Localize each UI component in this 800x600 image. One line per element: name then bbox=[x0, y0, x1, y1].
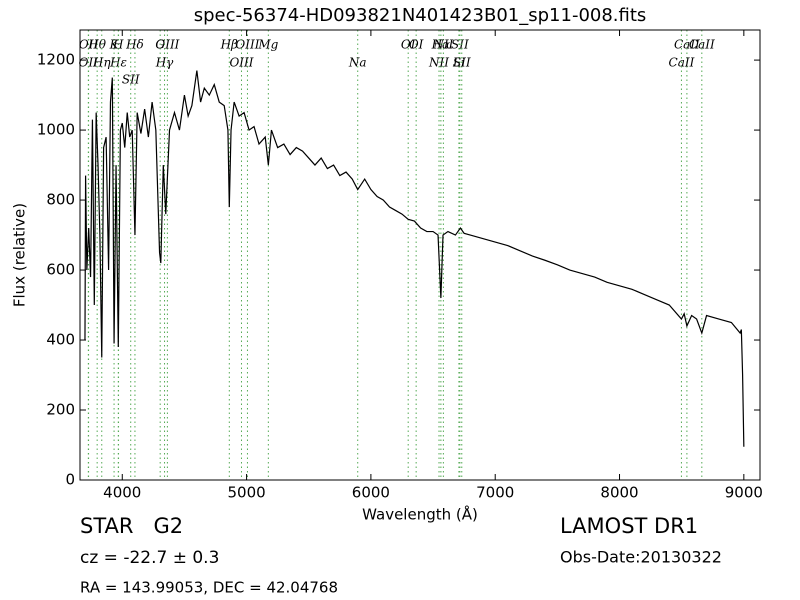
y-tick-label: 800 bbox=[46, 191, 75, 209]
y-tick-label: 0 bbox=[65, 471, 75, 489]
spectral-line-label: SII bbox=[122, 73, 140, 87]
annotation: cz = -22.7 ± 0.3 bbox=[80, 548, 219, 568]
spectral-line-label: SII bbox=[451, 38, 469, 52]
annotation: LAMOST DR1 bbox=[560, 514, 698, 538]
spectral-line-label: OIII bbox=[155, 38, 179, 52]
x-tick-label: 7000 bbox=[476, 484, 514, 502]
spectral-line-label: K bbox=[109, 38, 120, 52]
spectral-line-label: SII bbox=[453, 56, 471, 70]
spectral-line-label: OIII bbox=[229, 56, 253, 70]
annotation: STAR G2 bbox=[80, 514, 183, 538]
plot-frame bbox=[79, 29, 761, 481]
x-tick-label: 9000 bbox=[725, 484, 763, 502]
spectral-line-label: CaII bbox=[669, 56, 695, 70]
spectral-line-label: Hα bbox=[431, 38, 451, 52]
spectral-line-label: Na bbox=[348, 56, 367, 70]
spectrum-line bbox=[84, 70, 745, 447]
y-tick-label: 1200 bbox=[37, 51, 75, 69]
spectral-line-label: H bbox=[112, 38, 124, 52]
x-tick-label: 6000 bbox=[352, 484, 390, 502]
spectral-line-label: NII bbox=[432, 38, 453, 52]
spectral-line-label: Hγ bbox=[155, 56, 174, 70]
spectral-line-label: Hη bbox=[92, 56, 111, 70]
spectral-line-label: OII bbox=[79, 38, 99, 52]
spectral-line-label: Mg bbox=[257, 38, 278, 52]
spectral-line-label: NII bbox=[428, 56, 449, 70]
y-tick-label: 600 bbox=[46, 261, 75, 279]
spectral-line-label: OI bbox=[401, 38, 416, 52]
y-tick-label: 400 bbox=[46, 331, 75, 349]
annotation: RA = 143.99053, DEC = 42.04768 bbox=[80, 579, 338, 597]
spectral-line-label: Hβ bbox=[220, 38, 238, 52]
x-axis-label: Wavelength (Å) bbox=[362, 505, 478, 524]
spectral-line-label: CaII bbox=[674, 38, 700, 52]
chart-title: spec-56374-HD093821N401423B01_sp11-008.f… bbox=[194, 5, 647, 26]
spectral-line-label: OI bbox=[409, 38, 424, 52]
x-tick-label: 4000 bbox=[103, 484, 141, 502]
spectral-line-label: CaII bbox=[689, 38, 715, 52]
x-tick-label: 8000 bbox=[600, 484, 638, 502]
y-axis-label: Flux (relative) bbox=[11, 203, 29, 307]
y-tick-label: 200 bbox=[46, 401, 75, 419]
spectral-line-label: OIII bbox=[235, 38, 259, 52]
spectral-line-label: Hδ bbox=[125, 38, 144, 52]
y-tick-label: 1000 bbox=[37, 121, 75, 139]
spectral-line-label: G bbox=[155, 38, 165, 52]
x-tick-label: 5000 bbox=[227, 484, 265, 502]
annotation: Obs-Date:20130322 bbox=[560, 548, 722, 567]
